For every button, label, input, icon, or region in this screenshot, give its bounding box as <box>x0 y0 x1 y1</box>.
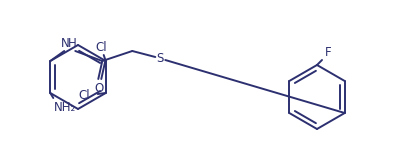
Text: S: S <box>157 52 164 65</box>
Text: O: O <box>95 82 104 95</box>
Text: Cl: Cl <box>78 89 90 101</box>
Text: NH₂: NH₂ <box>54 101 77 114</box>
Text: F: F <box>325 46 332 59</box>
Text: Cl: Cl <box>95 41 107 54</box>
Text: N: N <box>61 37 70 50</box>
Text: H: H <box>68 37 77 50</box>
